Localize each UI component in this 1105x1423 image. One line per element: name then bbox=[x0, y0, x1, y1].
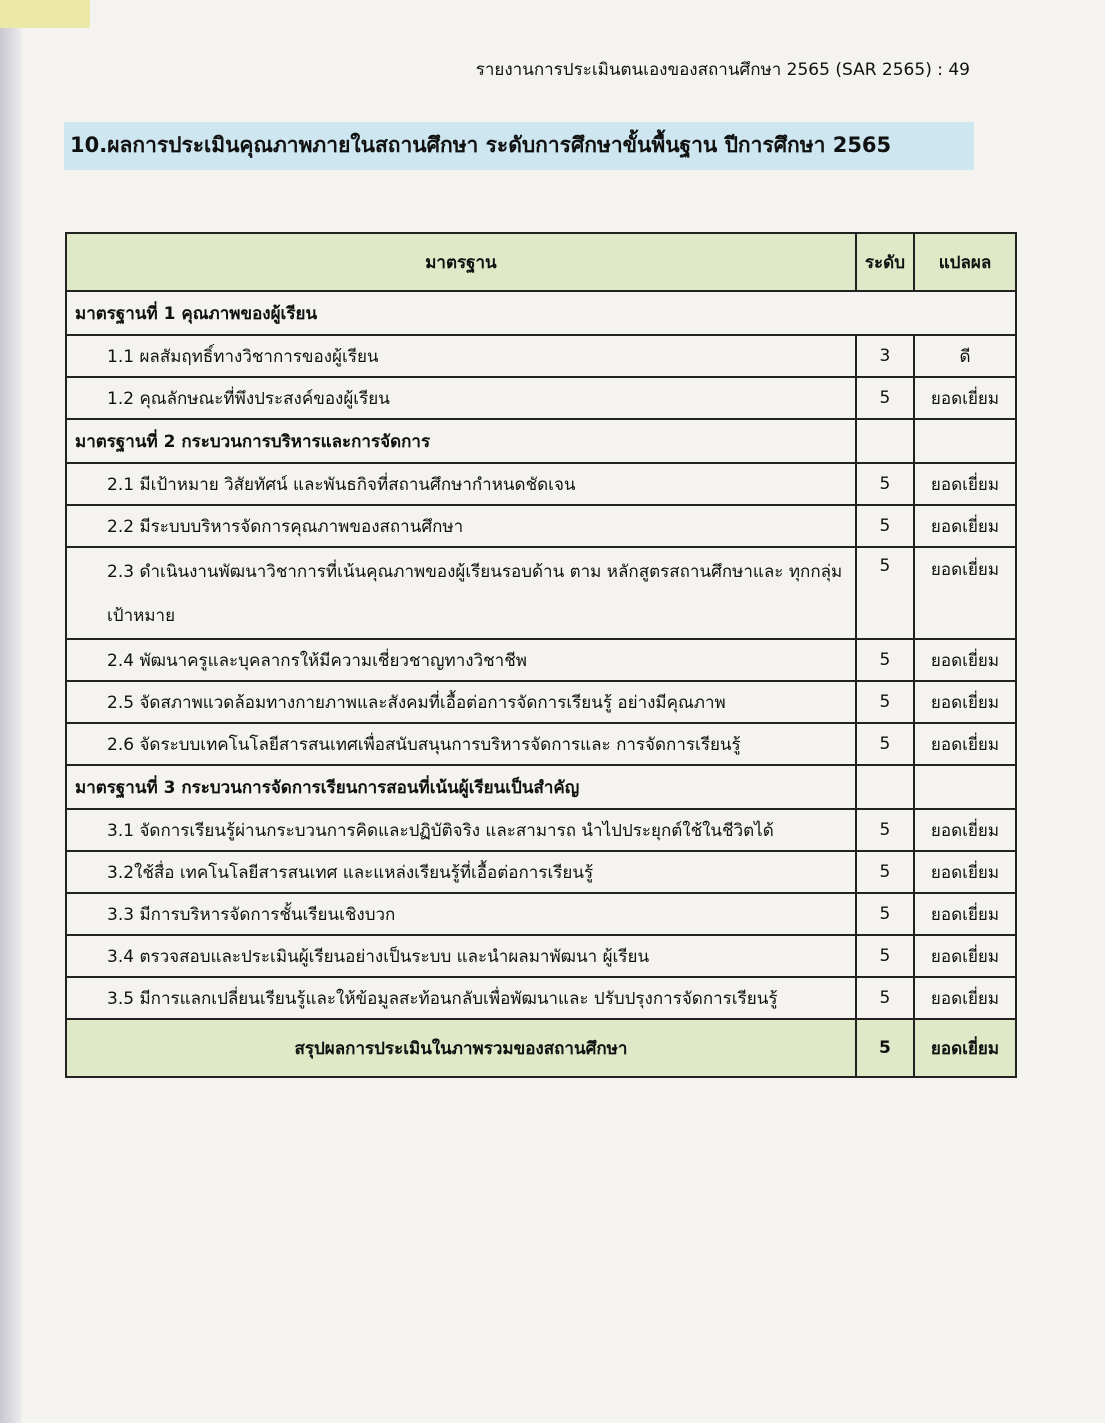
standard-text: 3.4 ตรวจสอบและประเมินผู้เรียนอย่างเป็นระ… bbox=[65, 934, 857, 978]
standard-text: 2.2 มีระบบบริหารจัดการคุณภาพของสถานศึกษา bbox=[65, 504, 857, 548]
standard-text: 3.5 มีการแลกเปลี่ยนเรียนรู้และให้ข้อมูลส… bbox=[65, 976, 857, 1020]
level-cell: 5 bbox=[854, 504, 916, 548]
result-cell: ยอดเยี่ยม bbox=[913, 976, 1017, 1020]
result-cell: ยอดเยี่ยม bbox=[913, 808, 1017, 852]
table-row: 2.5 จัดสภาพแวดล้อมทางกายภาพและสังคมที่เอ… bbox=[65, 680, 1017, 724]
standard-text: 1.1 ผลสัมฤทธิ์ทางวิชาการของผู้เรียน bbox=[65, 334, 857, 378]
level-cell bbox=[854, 764, 916, 810]
level-cell: 5 bbox=[854, 722, 916, 766]
result-cell bbox=[913, 764, 1017, 810]
level-cell: 5 bbox=[854, 462, 916, 506]
standard-text: มาตรฐานที่ 3 กระบวนการจัดการเรียนการสอนท… bbox=[65, 764, 857, 810]
standard-text: 2.6 จัดระบบเทคโนโลยีสารสนเทศเพื่อสนับสนุ… bbox=[65, 722, 857, 766]
table-row: 2.1 มีเป้าหมาย วิสัยทัศน์ และพันธกิจที่ส… bbox=[65, 462, 1017, 506]
level-cell: 5 bbox=[854, 850, 916, 894]
result-cell bbox=[913, 418, 1017, 464]
table-row: 3.5 มีการแลกเปลี่ยนเรียนรู้และให้ข้อมูลส… bbox=[65, 976, 1017, 1020]
table-row: 1.2 คุณลักษณะที่พึงประสงค์ของผู้เรียน 5 ยอ… bbox=[65, 376, 1017, 420]
result-cell: ยอดเยี่ยม bbox=[913, 546, 1017, 640]
running-header: รายงานการประเมินตนเองของสถานศึกษา 2565 (… bbox=[475, 60, 970, 80]
page-corner bbox=[0, 0, 90, 28]
table-header-row: มาตรฐาน ระดับ แปลผล bbox=[65, 232, 1017, 292]
summary-result: ยอดเยี่ยม bbox=[913, 1018, 1017, 1078]
table-row: 3.1 จัดการเรียนรู้ผ่านกระบวนการคิดและปฏิ… bbox=[65, 808, 1017, 852]
level-cell: 5 bbox=[854, 808, 916, 852]
result-cell: ยอดเยี่ยม bbox=[913, 722, 1017, 766]
page-edge bbox=[0, 0, 22, 1423]
table-row: 3.3 มีการบริหารจัดการชั้นเรียนเชิงบวก 5 ยอ… bbox=[65, 892, 1017, 936]
standard-text: 3.2ใช้สื่อ เทคโนโลยีสารสนเทศ และแหล่งเรี… bbox=[65, 850, 857, 894]
level-cell bbox=[854, 418, 916, 464]
result-cell: ยอดเยี่ยม bbox=[913, 680, 1017, 724]
level-cell: 5 bbox=[854, 976, 916, 1020]
result-cell: ยอดเยี่ยม bbox=[913, 850, 1017, 894]
standard-text: 3.1 จัดการเรียนรู้ผ่านกระบวนการคิดและปฏิ… bbox=[65, 808, 857, 852]
level-cell: 5 bbox=[854, 934, 916, 978]
level-cell: 5 bbox=[854, 546, 916, 640]
standard-text: 2.3 ดำเนินงานพัฒนาวิชาการที่เน้นคุณภาพขอ… bbox=[65, 546, 857, 640]
standard-text: 2.5 จัดสภาพแวดล้อมทางกายภาพและสังคมที่เอ… bbox=[65, 680, 857, 724]
standard-text: 2.4 พัฒนาครูและบุคลากรให้มีความเชี่ยวชาญ… bbox=[65, 638, 857, 682]
standard-text: มาตรฐานที่ 1 คุณภาพของผู้เรียน bbox=[65, 290, 1017, 336]
table-row: 1.1 ผลสัมฤทธิ์ทางวิชาการของผู้เรียน 3 ดี bbox=[65, 334, 1017, 378]
table-row: 3.4 ตรวจสอบและประเมินผู้เรียนอย่างเป็นระ… bbox=[65, 934, 1017, 978]
header-level: ระดับ bbox=[854, 232, 916, 292]
summary-level: 5 bbox=[854, 1018, 916, 1078]
standard-group-row: มาตรฐานที่ 2 กระบวนการบริหารและการจัดการ bbox=[65, 418, 1017, 464]
summary-row: สรุปผลการประเมินในภาพรวมของสถานศึกษา 5 ยอด… bbox=[65, 1018, 1017, 1078]
table-row: 2.4 พัฒนาครูและบุคลากรให้มีความเชี่ยวชาญ… bbox=[65, 638, 1017, 682]
level-cell: 3 bbox=[854, 334, 916, 378]
result-cell: ดี bbox=[913, 334, 1017, 378]
level-cell: 5 bbox=[854, 892, 916, 936]
level-cell: 5 bbox=[854, 376, 916, 420]
result-cell: ยอดเยี่ยม bbox=[913, 376, 1017, 420]
standard-group-row: มาตรฐานที่ 1 คุณภาพของผู้เรียน bbox=[65, 290, 1017, 336]
result-cell: ยอดเยี่ยม bbox=[913, 504, 1017, 548]
standard-group-row: มาตรฐานที่ 3 กระบวนการจัดการเรียนการสอนท… bbox=[65, 764, 1017, 810]
result-cell: ยอดเยี่ยม bbox=[913, 462, 1017, 506]
header-result: แปลผล bbox=[913, 232, 1017, 292]
result-cell: ยอดเยี่ยม bbox=[913, 892, 1017, 936]
result-cell: ยอดเยี่ยม bbox=[913, 638, 1017, 682]
header-standard: มาตรฐาน bbox=[65, 232, 857, 292]
table-row: 2.3 ดำเนินงานพัฒนาวิชาการที่เน้นคุณภาพขอ… bbox=[65, 546, 1017, 640]
level-cell: 5 bbox=[854, 638, 916, 682]
summary-text: สรุปผลการประเมินในภาพรวมของสถานศึกษา bbox=[65, 1018, 857, 1078]
result-cell: ยอดเยี่ยม bbox=[913, 934, 1017, 978]
table-row: 3.2ใช้สื่อ เทคโนโลยีสารสนเทศ และแหล่งเรี… bbox=[65, 850, 1017, 894]
table-row: 2.6 จัดระบบเทคโนโลยีสารสนเทศเพื่อสนับสนุ… bbox=[65, 722, 1017, 766]
level-cell: 5 bbox=[854, 680, 916, 724]
standard-text: 2.1 มีเป้าหมาย วิสัยทัศน์ และพันธกิจที่ส… bbox=[65, 462, 857, 506]
section-title: 10.ผลการประเมินคุณภาพภายในสถานศึกษา ระดั… bbox=[64, 122, 974, 170]
standard-text: 1.2 คุณลักษณะที่พึงประสงค์ของผู้เรียน bbox=[65, 376, 857, 420]
standard-text: 3.3 มีการบริหารจัดการชั้นเรียนเชิงบวก bbox=[65, 892, 857, 936]
table-row: 2.2 มีระบบบริหารจัดการคุณภาพของสถานศึกษา… bbox=[65, 504, 1017, 548]
assessment-table: มาตรฐาน ระดับ แปลผล มาตรฐานที่ 1 คุณภาพข… bbox=[65, 232, 1017, 1078]
standard-text: มาตรฐานที่ 2 กระบวนการบริหารและการจัดการ bbox=[65, 418, 857, 464]
